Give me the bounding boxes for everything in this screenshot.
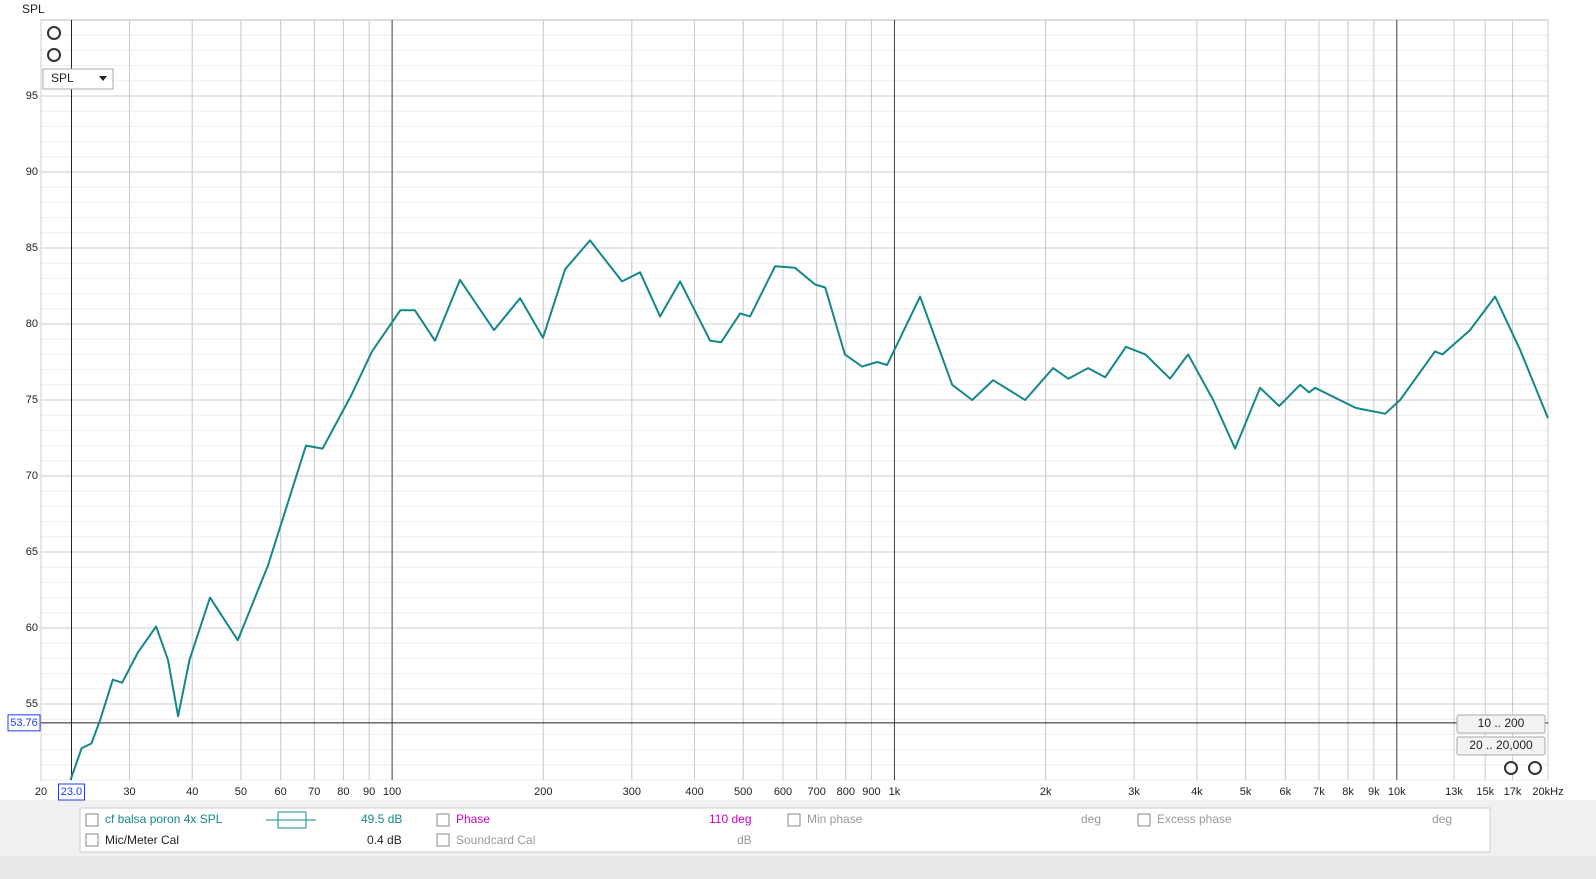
x-tick-label: 20kHz xyxy=(1532,786,1563,798)
x-tick-label: 70 xyxy=(308,786,320,798)
x-tick-label: 600 xyxy=(774,786,792,798)
checkbox[interactable] xyxy=(787,813,801,827)
panel-text: Mic/Meter Cal xyxy=(105,833,179,847)
x-tick-label: 50 xyxy=(235,786,247,798)
checkbox[interactable] xyxy=(85,833,99,847)
panel-text: dB xyxy=(737,833,752,847)
x-tick-label: 500 xyxy=(734,786,752,798)
x-tick-label: 15k xyxy=(1476,786,1494,798)
x-tick-label: 60 xyxy=(275,786,287,798)
y-tick-label: 75 xyxy=(26,394,38,406)
x-tick-label: 9k xyxy=(1368,786,1380,798)
x-tick-label: 90 xyxy=(363,786,375,798)
x-tick-label: 200 xyxy=(534,786,552,798)
panel-text: 110 deg xyxy=(709,812,752,826)
dropdown-arrow xyxy=(99,76,107,81)
cursor-label-box xyxy=(57,783,85,801)
y-tick-label: 85 xyxy=(26,242,38,254)
panel-text: Phase xyxy=(456,812,490,826)
panel-text: cf balsa poron 4x SPL xyxy=(105,812,223,826)
y-tick-label: 95 xyxy=(26,90,38,102)
x-tick-label: 6k xyxy=(1280,786,1292,798)
x-tick-label: 20 xyxy=(35,786,47,798)
y-tick-label: 55 xyxy=(26,698,38,710)
range-button-label: 10 .. 200 xyxy=(1478,716,1525,730)
panel-text: 0.4 dB xyxy=(367,833,402,847)
response-curve xyxy=(69,239,1549,781)
x-tick-label: 80 xyxy=(337,786,349,798)
cursor-y-label: 53.76 xyxy=(10,717,38,729)
cursor-x-label: 23.0 xyxy=(61,786,82,798)
x-tick-label: 5k xyxy=(1240,786,1252,798)
panel-text: deg xyxy=(1432,812,1452,826)
panel-text: Soundcard Cal xyxy=(456,833,535,847)
x-tick-label: 100 xyxy=(383,786,401,798)
panel-text: deg xyxy=(1081,812,1101,826)
axis-title: SPL xyxy=(22,2,45,16)
y-tick-label: 90 xyxy=(26,166,38,178)
dropdown-label: SPL xyxy=(51,71,74,85)
checkbox[interactable] xyxy=(436,833,450,847)
y-tick-label: 70 xyxy=(26,470,38,482)
x-tick-label: 400 xyxy=(685,786,703,798)
x-tick-label: 1k xyxy=(889,786,901,798)
x-tick-label: 8k xyxy=(1342,786,1354,798)
x-tick-label: 7k xyxy=(1313,786,1325,798)
x-tick-label: 2k xyxy=(1040,786,1052,798)
x-tick-label: 13k xyxy=(1445,786,1463,798)
x-tick-label: 700 xyxy=(807,786,825,798)
x-tick-label: 300 xyxy=(623,786,641,798)
panel-text: 49.5 dB xyxy=(361,812,402,826)
zoom-out[interactable] xyxy=(1504,761,1518,775)
y-tick-label: 80 xyxy=(26,318,38,330)
x-tick-label: 17k xyxy=(1504,786,1522,798)
dropdown[interactable] xyxy=(42,68,114,90)
range-button[interactable] xyxy=(1456,714,1546,734)
checkbox[interactable] xyxy=(1137,813,1151,827)
zoom-in[interactable] xyxy=(1528,761,1542,775)
x-tick-label: 4k xyxy=(1191,786,1203,798)
y-tick-label: 60 xyxy=(26,622,38,634)
range-button[interactable] xyxy=(1456,736,1546,756)
x-tick-label: 10k xyxy=(1388,786,1406,798)
x-tick-label: 40 xyxy=(186,786,198,798)
range-button-label: 20 .. 20,000 xyxy=(1469,738,1533,752)
x-tick-label: 900 xyxy=(862,786,880,798)
zoom-out[interactable] xyxy=(47,48,61,62)
zoom-in[interactable] xyxy=(47,26,61,40)
x-tick-label: 30 xyxy=(123,786,135,798)
cursor-label-box xyxy=(7,714,41,732)
legend-panel xyxy=(79,807,1491,853)
checkbox[interactable] xyxy=(436,813,450,827)
x-tick-label: 800 xyxy=(837,786,855,798)
x-tick-label: 3k xyxy=(1128,786,1140,798)
panel-text: Min phase xyxy=(807,812,863,826)
y-tick-label: 65 xyxy=(26,546,38,558)
status-bar xyxy=(0,856,1596,879)
checkbox[interactable] xyxy=(85,813,99,827)
panel-text: Excess phase xyxy=(1157,812,1232,826)
